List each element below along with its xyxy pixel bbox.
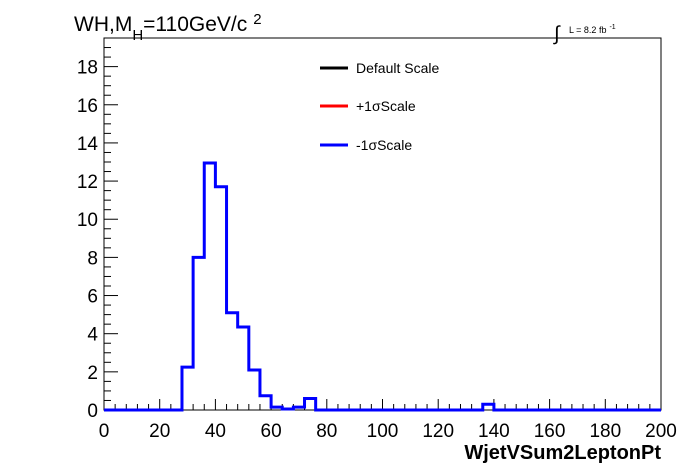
x-tick-label: 60 bbox=[261, 421, 282, 442]
legend-label: -1σScale bbox=[356, 137, 412, 153]
lumi-label: L = 8.2 fb -1 bbox=[569, 24, 616, 35]
y-tick-label: 8 bbox=[87, 248, 98, 269]
x-tick-label: 140 bbox=[478, 421, 510, 442]
x-axis-title: WjetVSum2LeptonPt bbox=[464, 442, 661, 464]
y-tick-label: 6 bbox=[87, 287, 98, 308]
legend: Default Scale +1σScale -1σScale bbox=[320, 60, 439, 153]
chart-title: WH,MH=110GeV/c 2 bbox=[74, 11, 262, 44]
x-tick-label: 200 bbox=[645, 421, 677, 442]
y-tick-label: 16 bbox=[77, 96, 98, 117]
y-tick-label: 12 bbox=[77, 172, 98, 193]
y-tick-label: 18 bbox=[77, 58, 98, 79]
x-tick-label: 20 bbox=[149, 421, 170, 442]
lumi-integral: ∫ bbox=[553, 23, 561, 45]
y-tick-label: 4 bbox=[87, 325, 98, 346]
x-tick-label: 80 bbox=[316, 421, 337, 442]
y-tick-label: 2 bbox=[87, 363, 98, 384]
y-tick-label: 0 bbox=[87, 401, 98, 422]
series-layer bbox=[104, 161, 661, 412]
y-axis: 0 2 4 6 8 10 12 14 16 18 bbox=[77, 37, 118, 422]
legend-label: Default Scale bbox=[356, 60, 439, 76]
series-line bbox=[104, 161, 661, 412]
x-tick-label: 120 bbox=[422, 421, 454, 442]
x-tick-label: 40 bbox=[205, 421, 226, 442]
x-tick-label: 100 bbox=[367, 421, 399, 442]
legend-label: +1σScale bbox=[356, 98, 416, 114]
x-tick-label: 160 bbox=[534, 421, 566, 442]
x-tick-label: 0 bbox=[99, 421, 110, 442]
y-tick-label: 10 bbox=[77, 210, 98, 231]
x-tick-label: 180 bbox=[589, 421, 621, 442]
y-tick-label: 14 bbox=[77, 134, 99, 155]
